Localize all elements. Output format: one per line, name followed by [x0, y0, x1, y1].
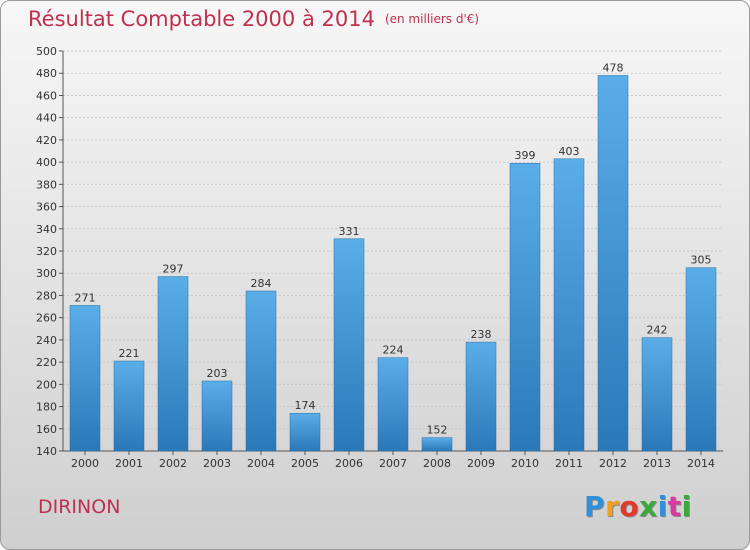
data-label: 297 [163, 263, 184, 276]
proxiti-logo[interactable]: Proxiti [584, 490, 692, 523]
bar [157, 276, 189, 452]
y-tick-label: 140 [36, 445, 57, 458]
x-tick-label: 2007 [379, 457, 407, 470]
data-label: 271 [75, 291, 96, 304]
bar [553, 158, 585, 452]
y-tick-label: 460 [36, 89, 57, 102]
y-tick-labels: 140 160 180 200 220 240 260 280 300 320 340 360 380 4… [36, 45, 63, 458]
y-tick-label: 400 [36, 156, 57, 169]
bar [509, 162, 541, 452]
x-tick-label: 2002 [159, 457, 187, 470]
bar [201, 380, 233, 452]
y-tick-label: 200 [36, 378, 57, 391]
y-tick-label: 340 [36, 223, 57, 236]
data-label: 284 [251, 277, 272, 290]
bar [465, 341, 497, 452]
y-tick-label: 320 [36, 245, 57, 258]
bar [289, 412, 321, 452]
y-tick-label: 300 [36, 267, 57, 280]
y-tick-label: 500 [36, 45, 57, 58]
x-tick-label: 2011 [555, 457, 583, 470]
logo-letter: i [681, 490, 692, 523]
logo-letter: x [639, 490, 658, 523]
x-tick-label: 2010 [511, 457, 539, 470]
y-tick-label: 220 [36, 356, 57, 369]
bar [333, 238, 365, 452]
y-tick-label: 160 [36, 423, 57, 436]
y-tick-label: 360 [36, 201, 57, 214]
bar [69, 305, 101, 452]
commune-name: DIRINON [38, 496, 121, 518]
x-tick-label: 2008 [423, 457, 451, 470]
data-label: 238 [471, 328, 492, 341]
data-label: 305 [691, 254, 712, 267]
data-label: 331 [339, 225, 360, 238]
y-tick-label: 280 [36, 289, 57, 302]
bar [597, 75, 629, 452]
y-tick-label: 180 [36, 401, 57, 414]
data-label: 478 [603, 61, 624, 74]
x-tick-label: 2006 [335, 457, 363, 470]
x-tick-label: 2014 [687, 457, 715, 470]
y-tick-label: 380 [36, 178, 57, 191]
x-tick-labels: 2000 2001 2002 2003 2004 2005 2006 2007 2008 2009… [71, 451, 715, 470]
data-label: 174 [295, 399, 316, 412]
bar [113, 360, 145, 452]
data-label: 403 [559, 145, 580, 158]
data-label: 203 [207, 367, 228, 380]
data-label: 221 [119, 347, 140, 360]
logo-letter: o [619, 490, 640, 523]
y-tick-label: 480 [36, 67, 57, 80]
bar [377, 357, 409, 452]
bar [685, 267, 717, 452]
chart-title-text: Résultat Comptable 2000 à 2014 [28, 7, 375, 31]
data-labels: 271 221 297 203 284 174 331 224 152 238 399 403 478 2… [75, 61, 712, 436]
data-label: 152 [427, 424, 448, 437]
x-tick-label: 2001 [115, 457, 143, 470]
x-tick-label: 2005 [291, 457, 319, 470]
bar [421, 437, 453, 452]
y-tick-label: 440 [36, 112, 57, 125]
logo-letter: P [584, 490, 606, 523]
y-tick-label: 420 [36, 134, 57, 147]
data-label: 399 [515, 149, 536, 162]
data-label: 224 [383, 344, 404, 357]
x-tick-label: 2004 [247, 457, 275, 470]
x-tick-label: 2009 [467, 457, 495, 470]
bars [69, 75, 717, 452]
y-tick-label: 260 [36, 312, 57, 325]
x-tick-label: 2013 [643, 457, 671, 470]
logo-letter: r [605, 490, 620, 523]
y-tick-label: 240 [36, 334, 57, 347]
bar [641, 337, 673, 452]
x-tick-label: 2012 [599, 457, 627, 470]
bar [245, 290, 277, 452]
logo-letter: t [667, 490, 682, 523]
chart-title: Résultat Comptable 2000 à 2014 (en millie… [28, 7, 479, 31]
data-label: 242 [647, 324, 668, 337]
x-tick-label: 2000 [71, 457, 99, 470]
chart-subtitle: (en milliers d'€) [384, 12, 480, 26]
x-tick-label: 2003 [203, 457, 231, 470]
logo-letter: i [657, 490, 668, 523]
